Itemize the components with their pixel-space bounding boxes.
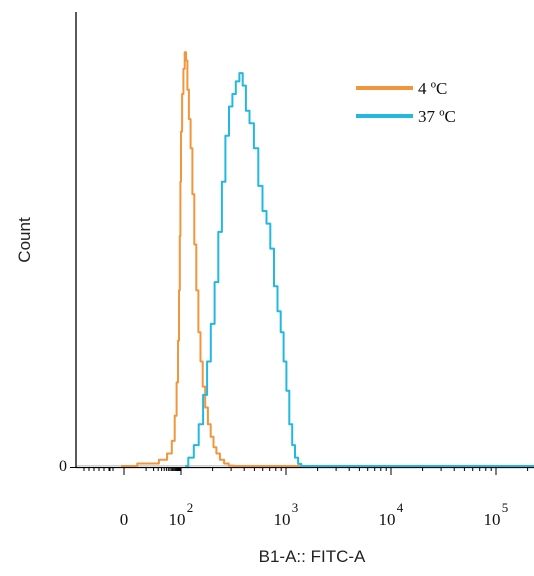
legend: 4 ºC 37 ºC bbox=[356, 79, 456, 126]
legend-label: 4 ºC bbox=[418, 79, 447, 98]
chart-axes bbox=[75, 12, 534, 469]
y-tick-label: 0 bbox=[59, 458, 67, 475]
x-tick-label: 10 bbox=[274, 510, 291, 529]
x-tick-label: 10 bbox=[484, 510, 501, 529]
x-tick-label: 10 bbox=[379, 510, 396, 529]
series-line-warm bbox=[185, 72, 534, 467]
x-tick-label-exponent: 5 bbox=[502, 500, 509, 515]
x-tick-label: 10 bbox=[169, 510, 186, 529]
x-minor-ticks bbox=[83, 467, 529, 475]
x-tick-label-exponent: 2 bbox=[187, 500, 194, 515]
legend-label: 37 ºC bbox=[418, 107, 456, 126]
y-axis-label: Count bbox=[15, 217, 34, 263]
x-tick-label: 0 bbox=[120, 510, 129, 529]
x-axis-label: B1-A:: FITC-A bbox=[259, 547, 366, 566]
y-tick-labels: 0 bbox=[59, 458, 76, 475]
series-lines bbox=[121, 51, 534, 467]
x-tick-label-exponent: 4 bbox=[397, 500, 404, 515]
series-line-cold bbox=[121, 51, 534, 467]
x-tick-label-exponent: 3 bbox=[292, 500, 299, 515]
